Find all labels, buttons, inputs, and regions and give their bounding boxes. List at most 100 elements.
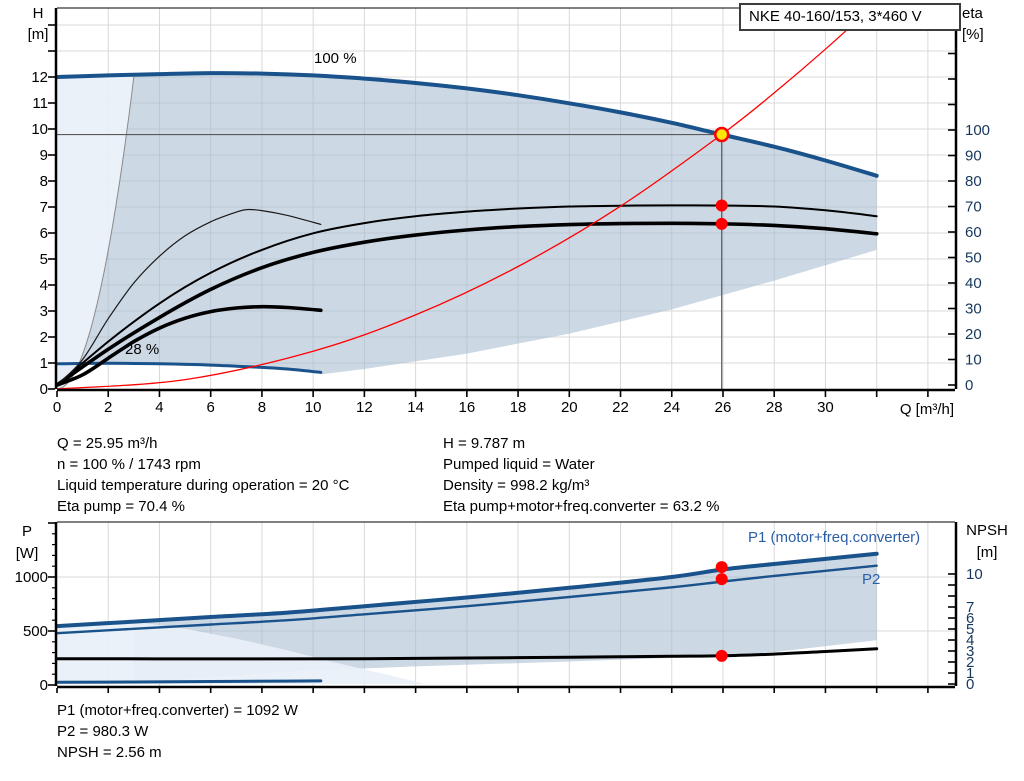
duty-h: H = 9.787 m: [443, 435, 526, 452]
hq-chart: 0 2 4 6 8 10 12 14 16 18 20 22 24 26 28 300123456789101…: [31, 7, 990, 416]
svg-text:28: 28: [766, 399, 783, 416]
curve-eta-total-reduced-speed: [57, 304, 323, 387]
svg-text:70: 70: [965, 199, 982, 216]
svg-text:9: 9: [40, 147, 48, 164]
svg-text:1: 1: [40, 355, 48, 372]
svg-text:1: 1: [966, 665, 974, 682]
pump-title-box: NKE 40-160/153, 3*460 V: [739, 3, 961, 31]
svg-text:6: 6: [207, 399, 215, 416]
duty-data-left: Q = 25.95 m³/h n = 100 % / 1743 rpm Liqu…: [57, 433, 349, 517]
svg-text:16: 16: [458, 399, 475, 416]
p1-value: P1 (motor+freq.converter) = 1092 W: [57, 702, 298, 719]
eta-axis-unit: [%]: [962, 26, 984, 43]
p2-value: P2 = 980.3 W: [57, 723, 149, 740]
top-tick-labels: 0 2 4 6 8 10 12 14 16 18 20 22 24 26 28 300123456789101…: [31, 69, 990, 416]
curve-eta-pump-motor-freq-converter-100-: [57, 221, 879, 387]
p1-curve-label: P1 (motor+freq.converter): [748, 529, 921, 546]
svg-text:8: 8: [40, 173, 48, 190]
power-data-block: P1 (motor+freq.converter) = 1092 W P2 = …: [57, 700, 298, 763]
svg-text:14: 14: [407, 399, 424, 416]
svg-text:18: 18: [510, 399, 527, 416]
svg-text:60: 60: [965, 224, 982, 241]
svg-text:26: 26: [715, 399, 732, 416]
svg-text:2: 2: [104, 399, 112, 416]
svg-text:5: 5: [40, 251, 48, 268]
npsh-axis-caption: NPSH: [966, 522, 1008, 539]
svg-text:500: 500: [23, 623, 48, 640]
speed-28-label: 28 %: [125, 341, 160, 358]
eta-total-point: [715, 217, 728, 230]
low-flow-region-fill: [57, 77, 134, 389]
pump-title: NKE 40-160/153, 3*460 V: [749, 8, 922, 25]
svg-text:2: 2: [40, 329, 48, 346]
p-axis-unit: [W]: [15, 545, 39, 562]
svg-text:0: 0: [40, 677, 48, 694]
curve-npsh: [57, 647, 879, 661]
p2-curve-label: P2: [862, 571, 881, 588]
svg-text:0: 0: [965, 377, 973, 394]
npsh-value: NPSH = 2.56 m: [57, 744, 162, 761]
svg-text:8: 8: [258, 399, 266, 416]
svg-text:50: 50: [965, 250, 982, 267]
curve-p2: [57, 564, 878, 635]
svg-text:0: 0: [966, 676, 974, 693]
svg-text:1000: 1000: [15, 569, 48, 586]
svg-text:6: 6: [966, 610, 974, 627]
npsh-axis-unit: [m]: [976, 544, 998, 561]
power-low-flow-fill: [57, 621, 426, 685]
duty-data-right: H = 9.787 m Pumped liquid = Water Densit…: [443, 433, 719, 517]
svg-text:20: 20: [965, 326, 982, 343]
curve-eta-pump-reduced-speed: [57, 208, 322, 386]
svg-text:100: 100: [965, 122, 990, 139]
svg-text:30: 30: [817, 399, 834, 416]
duty-density: Density = 998.2 kg/m³: [443, 477, 590, 494]
svg-text:10: 10: [966, 566, 983, 583]
svg-text:4: 4: [155, 399, 163, 416]
svg-text:10: 10: [965, 352, 982, 369]
svg-text:22: 22: [612, 399, 629, 416]
duty-speed: n = 100 % / 1743 rpm: [57, 456, 201, 473]
svg-text:80: 80: [965, 173, 982, 190]
duty-liquid-temp: Liquid temperature during operation = 20…: [57, 477, 350, 494]
p-axis-caption: P: [21, 523, 32, 540]
svg-text:4: 4: [966, 632, 974, 649]
svg-text:0: 0: [40, 381, 48, 398]
p2-point: [715, 573, 728, 586]
duty-q: Q = 25.95 m³/h: [57, 435, 158, 452]
svg-text:20: 20: [561, 399, 578, 416]
curve-system-curve: [57, 11, 868, 389]
h-axis-unit: [m]: [27, 26, 49, 43]
svg-text:12: 12: [31, 69, 48, 86]
duty-point: [713, 126, 730, 143]
p1-point: [715, 561, 728, 574]
eta-axis-caption: eta: [962, 5, 983, 22]
duty-eta-total: Eta pump+motor+freq.converter = 63.2 %: [443, 498, 720, 515]
svg-text:10: 10: [305, 399, 322, 416]
duty-eta-pump: Eta pump = 70.4 %: [57, 498, 185, 515]
svg-text:11: 11: [32, 95, 48, 112]
npsh-point: [715, 649, 728, 662]
svg-text:5: 5: [966, 621, 974, 638]
q-axis-caption: Q [m³/h]: [899, 401, 954, 418]
duty-pumped-liquid: Pumped liquid = Water: [443, 456, 595, 473]
curve-h-at-100-speed: [57, 71, 879, 178]
svg-text:3: 3: [40, 303, 48, 320]
curve-eta-pump-100-: [57, 204, 878, 386]
svg-text:7: 7: [40, 199, 48, 216]
svg-text:3: 3: [966, 643, 974, 660]
svg-text:24: 24: [663, 399, 680, 416]
h-axis-caption: H: [32, 5, 44, 22]
curve-p1-motor-freq-converter-: [57, 551, 879, 629]
svg-text:7: 7: [966, 599, 974, 616]
svg-text:40: 40: [965, 275, 982, 292]
svg-text:30: 30: [965, 301, 982, 318]
curve-h-at-28-speed: [57, 361, 323, 374]
svg-text:6: 6: [40, 225, 48, 242]
curve-p-at-min-speed: [57, 679, 323, 684]
svg-text:4: 4: [40, 277, 48, 294]
svg-text:12: 12: [356, 399, 373, 416]
